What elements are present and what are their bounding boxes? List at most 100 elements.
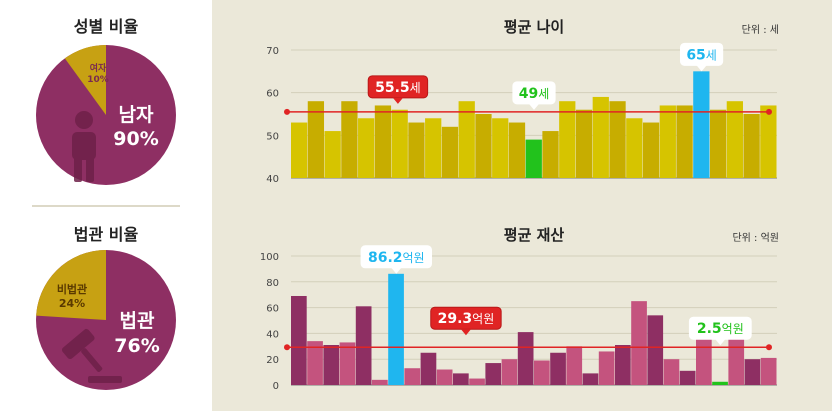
bar <box>291 295 307 385</box>
bar <box>760 357 777 385</box>
bar <box>323 345 340 385</box>
judge-label: 법관 <box>120 310 155 332</box>
bar <box>339 342 356 385</box>
bar <box>425 118 442 178</box>
min-callout: 49세 <box>512 81 556 110</box>
judge-pct: 76% <box>114 335 159 357</box>
bar <box>501 359 518 385</box>
average-line-start-dot <box>284 108 290 115</box>
gender-pie-female-slice <box>64 45 106 115</box>
bar <box>324 131 341 178</box>
chart-unit-note: 단위 : 세 <box>742 23 779 36</box>
bar <box>559 101 576 178</box>
bar <box>626 118 643 178</box>
gavel-icon <box>61 328 122 383</box>
y-tick-label: 40 <box>266 329 279 340</box>
bar <box>760 105 777 178</box>
judge-title: 법관 비율 <box>74 225 139 244</box>
bar <box>492 118 509 178</box>
svg-text:86.2억원: 86.2억원 <box>368 250 425 266</box>
bar <box>436 369 453 385</box>
gender-title: 성별 비율 <box>74 17 139 36</box>
average-callout: 55.5세 <box>367 75 429 104</box>
bar <box>679 370 696 385</box>
bar <box>592 96 609 178</box>
bar <box>525 139 542 178</box>
svg-text:55.5세: 55.5세 <box>375 80 421 96</box>
bar <box>307 341 323 385</box>
judge-pie-nonjudge-slice <box>36 250 106 320</box>
bar <box>458 101 475 178</box>
max-callout: 86.2억원 <box>360 245 433 274</box>
chart-unit-note: 단위 : 억원 <box>732 231 779 244</box>
nonjudge-label: 비법관 <box>57 282 87 296</box>
nonjudge-pct: 24% <box>59 297 85 310</box>
bar <box>420 352 437 385</box>
person-icon <box>72 111 96 182</box>
bar <box>647 315 664 385</box>
bar <box>358 118 375 178</box>
bar <box>631 301 647 385</box>
chart-title: 평균 재산 <box>504 226 565 244</box>
bar <box>676 105 693 178</box>
male-pct: 90% <box>113 128 158 150</box>
y-tick-label: 20 <box>266 355 279 366</box>
bar <box>485 363 502 385</box>
average-line-end-dot <box>766 344 772 351</box>
bar <box>404 368 421 385</box>
bar <box>663 359 680 385</box>
average-line-end-dot <box>766 108 772 115</box>
female-label: 여자 <box>90 62 107 74</box>
bar <box>642 122 660 178</box>
ratio-pies: 성별 비율 여자 10% 남자 90% 법관 비율 비법관 24% 법관 76% <box>32 17 180 390</box>
bar <box>534 360 550 385</box>
bar <box>508 122 526 178</box>
bar <box>550 352 566 385</box>
average-line-start-dot <box>284 344 290 351</box>
bar <box>341 101 358 178</box>
y-tick-label: 60 <box>266 304 279 315</box>
y-tick-label: 40 <box>266 174 279 185</box>
bar <box>609 101 626 178</box>
bar <box>469 378 485 385</box>
svg-text:49세: 49세 <box>519 86 550 102</box>
bar <box>712 381 728 385</box>
bar <box>582 373 599 385</box>
bar <box>372 379 388 385</box>
bar <box>598 351 615 385</box>
male-label: 남자 <box>119 104 154 126</box>
bar <box>659 105 676 178</box>
y-tick-label: 60 <box>266 89 279 100</box>
bar <box>453 373 469 385</box>
svg-text:65세: 65세 <box>686 47 717 63</box>
bar <box>575 109 593 178</box>
bar <box>566 346 583 385</box>
bar <box>388 273 404 385</box>
y-tick-label: 80 <box>266 278 279 289</box>
y-tick-label: 0 <box>273 381 279 392</box>
bar <box>709 109 727 178</box>
bar <box>542 131 559 178</box>
bar <box>391 109 408 178</box>
bar <box>743 114 760 178</box>
bar <box>374 105 392 178</box>
y-tick-label: 70 <box>266 46 279 57</box>
bar <box>355 306 372 385</box>
bar <box>693 71 710 178</box>
bar <box>291 122 308 178</box>
chart-title: 평균 나이 <box>504 18 564 36</box>
female-pct: 10% <box>87 75 109 85</box>
bar <box>441 126 459 178</box>
bar <box>726 101 743 178</box>
svg-text:29.3억원: 29.3억원 <box>438 311 495 327</box>
right-panel: 평균 나이 단위 : 세 40 50 60 70 55.5세 65세 49세 평균 재산 단위 : … <box>212 0 832 411</box>
bar <box>408 122 425 178</box>
bar <box>744 359 761 385</box>
bar <box>307 101 325 178</box>
max-callout: 65세 <box>679 42 724 72</box>
average-callout: 29.3억원 <box>430 306 502 336</box>
y-tick-label: 100 <box>260 252 279 263</box>
bar <box>475 114 492 178</box>
left-panel: 성별 비율 여자 10% 남자 90% 법관 비율 비법관 24% 법관 76% <box>0 0 212 411</box>
